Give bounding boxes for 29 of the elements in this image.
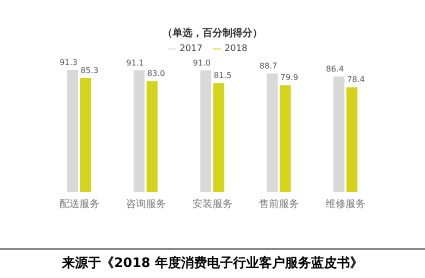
data-label: 78.4 [346,75,365,84]
bar [266,73,278,192]
x-tick-label: 咨询服务 [126,198,166,210]
x-tick-label: 售前服务 [259,198,300,210]
data-label: 86.4 [326,64,344,74]
legend-label: 2017 [180,44,202,54]
bar [200,70,212,192]
bar [280,85,291,192]
bar [80,78,91,192]
x-tick-label: 安装服务 [192,198,232,210]
x-tick-label: 配送服务 [59,198,100,210]
data-label: 79.9 [280,73,298,82]
text: 来源于《2018 年度消费电子行业客户服务蓝皮书》 [60,254,364,272]
data-label: 83.0 [147,69,166,78]
chart-title: （单选，百分制得分） [162,26,264,40]
x-tick-label: 维修服务 [326,198,366,210]
bar [146,81,158,192]
bar [333,76,344,192]
legend-label: 2018 [224,44,248,54]
data-label: 81.5 [214,71,232,80]
data-label: 88.7 [259,61,278,70]
data-label: 85.3 [80,66,98,76]
bar [213,83,224,192]
bar [67,70,78,192]
bar [134,70,145,192]
data-label: 91.3 [60,58,78,67]
data-label: 91.0 [192,58,211,68]
bar [346,87,358,192]
data-label: 91.1 [126,58,144,68]
